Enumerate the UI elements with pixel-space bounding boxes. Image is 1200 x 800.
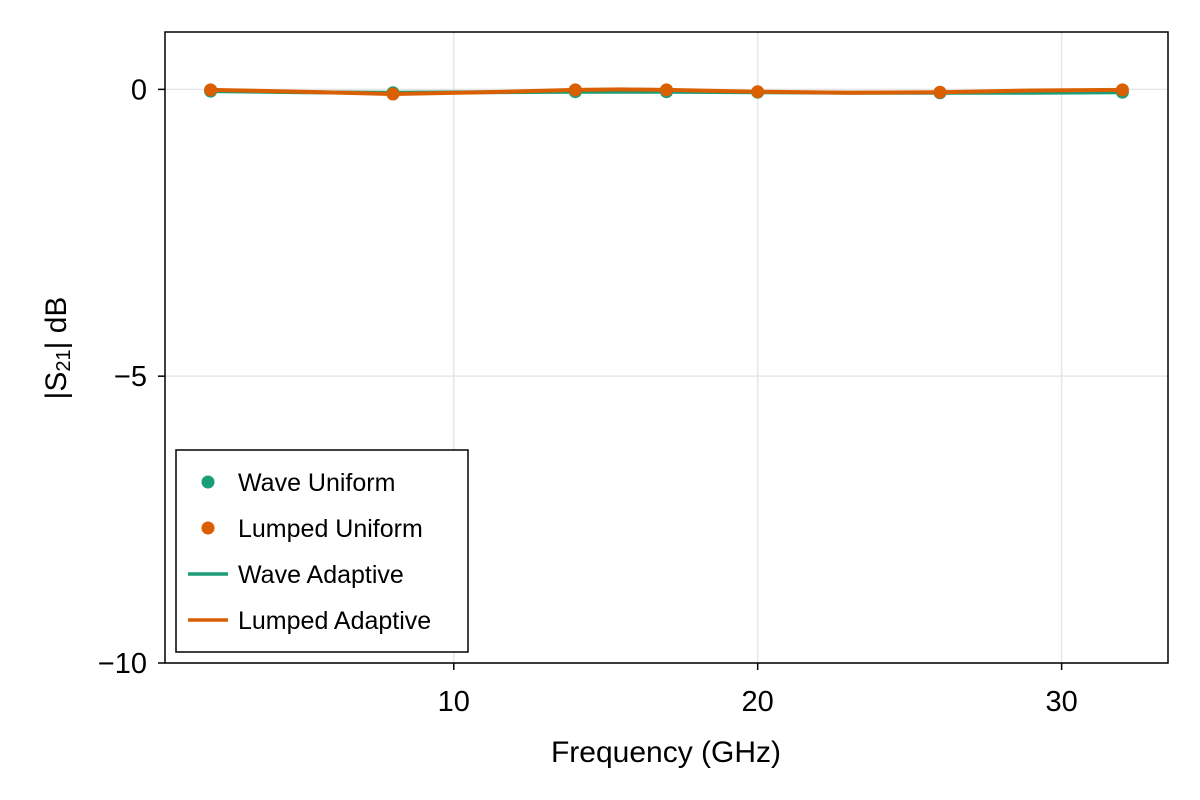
y-axis-label-main: |S <box>40 372 73 400</box>
legend-items: Wave Uniform Lumped Uniform Wave Adaptive L… <box>188 469 431 635</box>
x-tick-label: 30 <box>1045 686 1077 718</box>
legend: Wave Uniform Lumped Uniform Wave Adaptive L… <box>175 449 469 653</box>
y-tick-label: −5 <box>114 361 147 393</box>
lumped-uniform-point <box>386 87 400 101</box>
y-tick-label: −10 <box>98 648 147 680</box>
legend-marker <box>201 475 215 489</box>
tick-layer: 10 20 30 0 −5 −10 <box>98 74 1078 718</box>
lumped-uniform-point <box>933 85 947 99</box>
lumped-uniform-point <box>1115 83 1129 97</box>
x-axis-label: Frequency (GHz) <box>551 736 781 769</box>
legend-label: Lumped Adaptive <box>238 607 431 635</box>
x-tick-label: 10 <box>438 686 470 718</box>
legend-label: Wave Adaptive <box>238 561 404 589</box>
plot-frame <box>164 31 1169 664</box>
y-axis-label-subscript: 21 <box>53 349 75 371</box>
y-axis-label-tail: | dB <box>40 297 73 350</box>
legend-marker <box>201 521 215 535</box>
lumped-uniform-point <box>204 83 218 97</box>
lumped-uniform-point <box>751 85 765 99</box>
lumped-uniform-point <box>568 83 582 97</box>
legend-label: Lumped Uniform <box>238 515 423 543</box>
series-layer <box>204 83 1129 101</box>
x-tick-label: 20 <box>742 686 774 718</box>
y-axis-label: |S21| dB <box>40 297 75 400</box>
lumped-uniform-point <box>660 83 673 97</box>
y-tick-label: 0 <box>131 74 147 106</box>
legend-label: Wave Uniform <box>238 469 395 497</box>
lumped-adaptive-line <box>210 87 1123 96</box>
